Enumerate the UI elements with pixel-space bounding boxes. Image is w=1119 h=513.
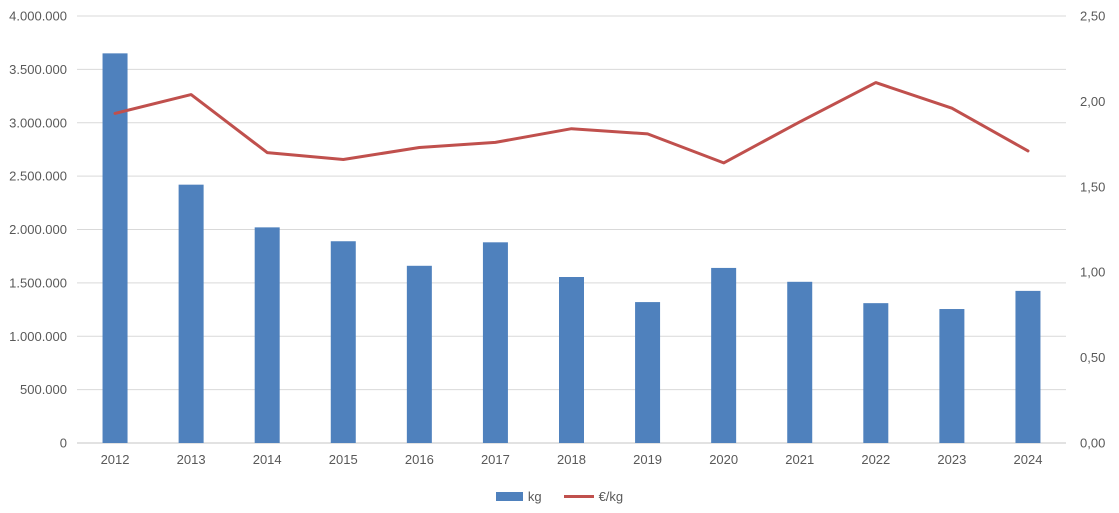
x-axis-label-2016: 2016: [405, 452, 434, 467]
bar-2023: [939, 309, 965, 443]
left-axis-tick-label: 2.500.000: [9, 169, 67, 184]
x-axis-label-2014: 2014: [253, 452, 282, 467]
left-axis-tick-label: 1.500.000: [9, 275, 67, 290]
left-axis-tick-label: 500.000: [20, 382, 67, 397]
x-axis-label-2022: 2022: [861, 452, 890, 467]
left-axis-tick-label: 4.000.000: [9, 9, 67, 24]
legend-label-kg: kg: [527, 489, 542, 504]
x-axis-label-2021: 2021: [785, 452, 814, 467]
x-axis-label-2012: 2012: [101, 452, 130, 467]
legend-item-kg: kg: [495, 489, 542, 504]
right-axis-tick-label: 0,50: [1080, 350, 1105, 365]
bar-2015: [330, 241, 356, 443]
bar-2013: [178, 184, 204, 444]
legend-label-eur-per-kg: €/kg: [598, 489, 624, 504]
bar-2018: [559, 277, 584, 443]
bar-2012: [102, 53, 128, 444]
left-axis-tick-label: 3.000.000: [9, 115, 67, 130]
x-axis-label-2023: 2023: [937, 452, 966, 467]
left-axis-tick-label: 3.500.000: [9, 62, 67, 77]
right-axis-tick-label: 1,50: [1080, 179, 1105, 194]
left-axis-tick-label: 0: [60, 436, 67, 451]
legend: kg €/kg: [0, 489, 1119, 504]
x-axis-label-2015: 2015: [329, 452, 358, 467]
x-axis-label-2018: 2018: [557, 452, 586, 467]
bar-2022: [863, 303, 889, 443]
right-axis-tick-label: 2,50: [1080, 9, 1105, 24]
bar-2014: [254, 227, 280, 443]
bar-2019: [635, 302, 661, 443]
x-axis-label-2020: 2020: [709, 452, 738, 467]
x-axis-label-2013: 2013: [177, 452, 206, 467]
right-axis-tick-label: 0,00: [1080, 436, 1105, 451]
bar-2016: [406, 265, 432, 443]
left-axis-tick-label: 1.000.000: [9, 329, 67, 344]
kg-bar-swatch-icon: [495, 492, 523, 501]
bar-2020: [711, 267, 737, 443]
x-axis-label-2017: 2017: [481, 452, 510, 467]
left-axis-tick-label: 2.000.000: [9, 222, 67, 237]
x-axis-label-2024: 2024: [1014, 452, 1043, 467]
bar-2017: [482, 242, 508, 443]
eur-per-kg-line-swatch-icon: [563, 495, 594, 498]
right-axis-tick-label: 2,00: [1080, 94, 1105, 109]
x-axis-label-2019: 2019: [633, 452, 662, 467]
eur-per-kg-line: [113, 81, 1030, 165]
bar-2024: [1015, 290, 1041, 443]
bar-2021: [787, 281, 813, 443]
legend-item-eur-per-kg: €/kg: [563, 489, 624, 504]
right-axis-tick-label: 1,00: [1080, 265, 1105, 280]
